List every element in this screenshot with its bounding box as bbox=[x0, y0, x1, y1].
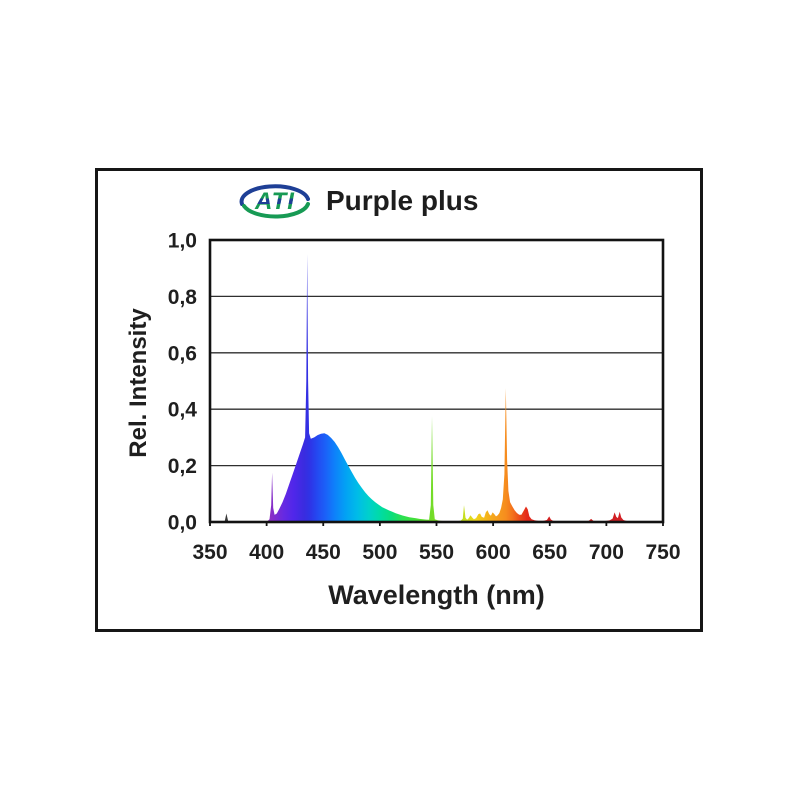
logo-text: ATI bbox=[254, 188, 295, 215]
logo-arc-top bbox=[239, 184, 310, 206]
x-tick-label: 650 bbox=[532, 541, 567, 564]
x-tick-label: 750 bbox=[645, 541, 680, 564]
y-tick-label: 0,0 bbox=[168, 512, 197, 535]
y-tick-label: 0,6 bbox=[168, 342, 197, 365]
chart-title-text: Purple plus bbox=[326, 185, 479, 216]
x-axis-title: Wavelength (nm) bbox=[328, 580, 545, 610]
logo-arc-bottom bbox=[242, 202, 310, 219]
spectrum-chart: 1,0 0,8 0,6 0,4 0,2 0,0 350 400 450 500 550 600 650 7… bbox=[125, 230, 681, 611]
y-axis-title: Rel. Intensity bbox=[125, 308, 152, 458]
logo-text-stripe: ATI bbox=[254, 188, 295, 215]
x-tick-label: 400 bbox=[249, 541, 284, 564]
spectrum-curve bbox=[210, 254, 663, 522]
ati-logo-icon: ATI ATI bbox=[236, 177, 314, 225]
chart-panel: ATI ATI Purple plus 1,0 0,8 0,6 0,4 0,2 0,0 35… bbox=[95, 168, 703, 632]
y-tick-label: 0,2 bbox=[168, 455, 197, 478]
x-tick-label: 700 bbox=[589, 541, 624, 564]
plot-frame bbox=[208, 238, 665, 524]
y-tick-label: 0,4 bbox=[168, 399, 198, 422]
x-tick-label: 450 bbox=[306, 541, 341, 564]
x-tick-label: 600 bbox=[476, 541, 511, 564]
y-tick-label: 1,0 bbox=[168, 230, 197, 253]
x-tick-label: 500 bbox=[362, 541, 397, 564]
y-tick-label: 0,8 bbox=[168, 286, 198, 309]
x-tick-label: 550 bbox=[419, 541, 454, 564]
x-tick-label: 350 bbox=[192, 541, 227, 564]
chart-title: ATI ATI Purple plus bbox=[236, 177, 478, 225]
